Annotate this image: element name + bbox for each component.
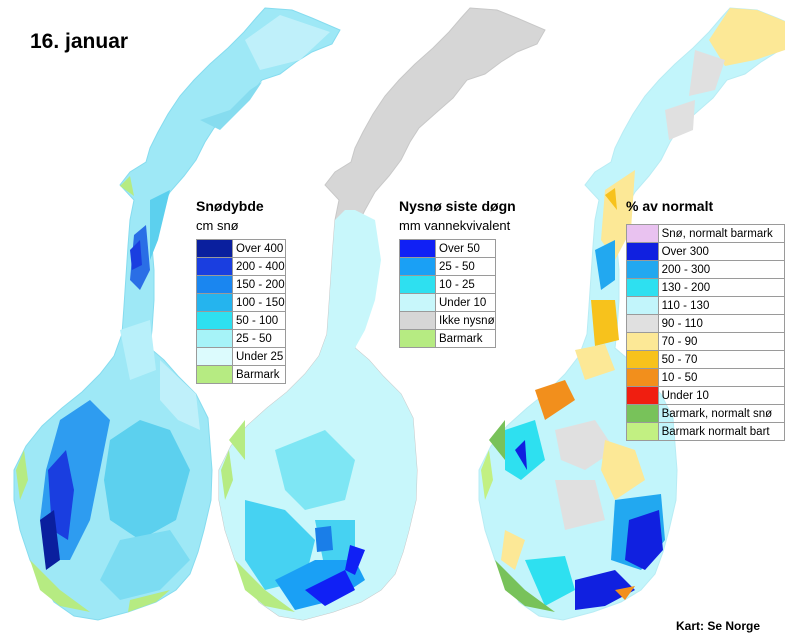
legend-table: Over 400 200 - 400 150 - 200 100 - 150 50 - …: [196, 239, 286, 384]
legend-label: Under 10: [435, 293, 496, 312]
legend-label: 100 - 150: [232, 293, 286, 312]
legend-swatch: [626, 422, 659, 441]
legend-label: 110 - 130: [658, 296, 785, 315]
legend-label: Snø, normalt barmark: [658, 224, 785, 243]
legend-row: 100 - 150: [196, 293, 286, 312]
legend-label: Barmark, normalt snø: [658, 404, 785, 423]
legend-row: 200 - 300: [626, 260, 785, 279]
legend-label: Barmark normalt bart: [658, 422, 785, 441]
legend-row: 10 - 50: [626, 368, 785, 387]
legend-swatch: [626, 224, 659, 243]
legend-row: Under 10: [626, 386, 785, 405]
legend-swatch: [399, 329, 436, 348]
legend-swatch: [399, 293, 436, 312]
legend-label: Barmark: [232, 365, 286, 384]
legend-label: Ikke nysnø: [435, 311, 496, 330]
legend-swatch: [399, 311, 436, 330]
new-snow-legend: Nysnø siste døgn mm vannekvivalent Over …: [399, 198, 516, 348]
legend-swatch: [626, 350, 659, 369]
legend-row: 200 - 400: [196, 257, 286, 276]
legend-subtitle: cm snø: [196, 218, 239, 233]
legend-swatch: [399, 275, 436, 294]
legend-title: Nysnø siste døgn: [399, 198, 516, 214]
legend-label: 25 - 50: [232, 329, 286, 348]
legend-label: Over 50: [435, 239, 496, 258]
legend-row: Barmark: [399, 329, 496, 348]
legend-swatch: [196, 365, 233, 384]
legend-swatch: [626, 332, 659, 351]
legend-row: 25 - 50: [399, 257, 496, 276]
legend-label: 90 - 110: [658, 314, 785, 333]
snow-depth-legend: Snødybde cm snø Over 400 200 - 400 150 - 2…: [196, 198, 286, 384]
legend-swatch: [626, 314, 659, 333]
date-title: 16. januar: [30, 30, 129, 53]
percent-normal-legend: % av normalt Snø, normalt barmark Over 30…: [626, 198, 785, 441]
legend-row: Under 25: [196, 347, 286, 366]
legend-swatch: [626, 278, 659, 297]
legend-label: 25 - 50: [435, 257, 496, 276]
legend-row: Under 10: [399, 293, 496, 312]
legend-row: 130 - 200: [626, 278, 785, 297]
legend-swatch: [196, 293, 233, 312]
legend-label: 130 - 200: [658, 278, 785, 297]
legend-row: Over 50: [399, 239, 496, 258]
legend-row: 50 - 100: [196, 311, 286, 330]
legend-label: Under 25: [232, 347, 286, 366]
legend-title: Snødybde: [196, 198, 264, 214]
legend-swatch: [626, 404, 659, 423]
legend-row: Barmark normalt bart: [626, 422, 785, 441]
legend-swatch: [399, 239, 436, 258]
legend-swatch: [626, 242, 659, 261]
legend-row: Ikke nysnø: [399, 311, 496, 330]
legend-row: Barmark, normalt snø: [626, 404, 785, 423]
legend-row: Over 300: [626, 242, 785, 261]
legend-table: Over 50 25 - 50 10 - 25 Under 10 Ikke nysnø B…: [399, 239, 496, 348]
legend-label: 10 - 25: [435, 275, 496, 294]
legend-swatch: [196, 239, 233, 258]
legend-swatch: [196, 257, 233, 276]
legend-row: 150 - 200: [196, 275, 286, 294]
legend-label: Barmark: [435, 329, 496, 348]
legend-swatch: [196, 311, 233, 330]
legend-swatch: [196, 329, 233, 348]
legend-row: Snø, normalt barmark: [626, 224, 785, 243]
legend-row: 90 - 110: [626, 314, 785, 333]
legend-label: 200 - 400: [232, 257, 286, 276]
legend-subtitle: mm vannekvivalent: [399, 218, 511, 233]
legend-label: 10 - 50: [658, 368, 785, 387]
legend-label: Over 300: [658, 242, 785, 261]
legend-label: 50 - 100: [232, 311, 286, 330]
legend-label: 150 - 200: [232, 275, 286, 294]
legend-swatch: [626, 296, 659, 315]
legend-title: % av normalt: [626, 198, 714, 214]
legend-row: 10 - 25: [399, 275, 496, 294]
legend-label: 70 - 90: [658, 332, 785, 351]
legend-row: Barmark: [196, 365, 286, 384]
legend-label: 200 - 300: [658, 260, 785, 279]
legend-row: 25 - 50: [196, 329, 286, 348]
legend-swatch: [196, 275, 233, 294]
legend-row: 110 - 130: [626, 296, 785, 315]
legend-row: 70 - 90: [626, 332, 785, 351]
legend-row: Over 400: [196, 239, 286, 258]
legend-swatch: [196, 347, 233, 366]
legend-swatch: [626, 368, 659, 387]
legend-table: Snø, normalt barmark Over 300 200 - 300 130…: [626, 224, 785, 441]
legend-swatch: [626, 260, 659, 279]
legend-label: Over 400: [232, 239, 286, 258]
legend-label: Under 10: [658, 386, 785, 405]
legend-label: 50 - 70: [658, 350, 785, 369]
legend-swatch: [399, 257, 436, 276]
legend-row: 50 - 70: [626, 350, 785, 369]
map-credit: Kart: Se Norge: [676, 619, 761, 633]
legend-swatch: [626, 386, 659, 405]
